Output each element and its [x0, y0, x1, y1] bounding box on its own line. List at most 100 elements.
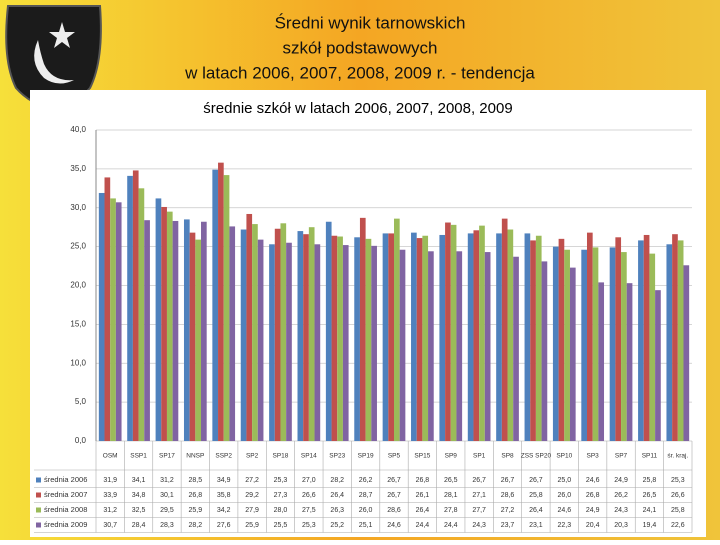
bar	[365, 238, 372, 441]
x-tick-label: SP7	[615, 453, 628, 460]
table-cell: 20,4	[586, 522, 600, 529]
bar	[382, 233, 389, 441]
legend-label: średnia 2008	[44, 505, 87, 514]
x-tick-label: SP9	[445, 453, 458, 460]
bar	[484, 252, 491, 441]
bar	[683, 265, 690, 441]
table-cell: 25,9	[245, 522, 259, 529]
y-tick-label: 30,0	[70, 203, 86, 212]
chart-title: średnie szkół w latach 2006, 2007, 2008,…	[203, 100, 512, 117]
bar	[354, 237, 360, 441]
bar	[677, 240, 684, 441]
x-tick-label: NNSP	[186, 453, 204, 460]
y-tick-label: 5,0	[75, 397, 87, 406]
table-cell: 25,3	[671, 477, 685, 484]
x-tick-label: SP1	[473, 453, 486, 460]
bar	[615, 237, 622, 441]
legend-swatch	[36, 507, 41, 513]
table-cell: 26,7	[387, 477, 401, 484]
table-cell: 26,5	[643, 492, 657, 499]
bar	[246, 213, 253, 441]
bar	[359, 217, 366, 441]
table-cell: 26,4	[416, 507, 430, 514]
table-cell: 25,0	[557, 477, 571, 484]
table-cell: 19,4	[643, 522, 657, 529]
x-tick-label: SP14	[301, 453, 317, 460]
table-cell: 27,0	[302, 477, 316, 484]
bar	[342, 245, 349, 441]
table-cell: 24,9	[586, 507, 600, 514]
bar	[524, 233, 531, 441]
table-cell: 28,6	[501, 492, 515, 499]
bar	[552, 246, 559, 441]
table-cell: 26,8	[416, 477, 430, 484]
table-cell: 26,0	[557, 492, 571, 499]
table-cell: 25,2	[330, 522, 344, 529]
table-cell: 24,9	[614, 477, 628, 484]
bar	[104, 177, 111, 442]
table-cell: 25,9	[189, 507, 203, 514]
slide-title: Średni wynik tarnowskich	[275, 13, 466, 32]
table-cell: 34,1	[132, 477, 146, 484]
bar	[399, 249, 406, 441]
bar	[252, 224, 258, 441]
bar	[428, 251, 434, 441]
bar	[672, 234, 678, 441]
bar	[218, 162, 224, 441]
bar	[297, 231, 304, 441]
y-tick-label: 40,0	[70, 125, 86, 134]
table-cell: 26,4	[529, 507, 543, 514]
bar	[269, 244, 275, 441]
table-cell: 24,1	[643, 507, 657, 514]
bar	[325, 221, 332, 441]
table-cell: 33,9	[103, 492, 117, 499]
table-cell: 26,0	[359, 507, 373, 514]
bar	[479, 225, 485, 441]
table-cell: 24,4	[416, 522, 430, 529]
table-cell: 28,6	[387, 507, 401, 514]
bar	[166, 211, 173, 441]
bar	[592, 247, 599, 441]
bar	[115, 202, 122, 441]
table-cell: 28,7	[359, 492, 373, 499]
bar	[195, 239, 202, 441]
bar	[439, 234, 446, 441]
bar	[127, 175, 133, 441]
table-cell: 23,7	[501, 522, 515, 529]
table-cell: 28,2	[189, 522, 203, 529]
table-cell: 27,2	[245, 477, 259, 484]
table-cell: 26,7	[472, 477, 486, 484]
bar	[144, 220, 150, 441]
table-cell: 26,7	[501, 477, 515, 484]
x-tick-label: SP5	[388, 453, 401, 460]
bar	[308, 227, 315, 441]
bar	[473, 230, 480, 441]
bar	[530, 240, 536, 441]
legend-swatch	[36, 492, 41, 498]
table-cell: 26,1	[416, 492, 430, 499]
table-cell: 26,7	[387, 492, 401, 499]
table-cell: 26,2	[614, 492, 628, 499]
bar	[394, 218, 400, 441]
table-cell: 30,7	[103, 522, 117, 529]
bar	[581, 249, 587, 441]
bar	[467, 233, 474, 441]
bar	[240, 229, 247, 441]
bar	[507, 229, 514, 441]
table-cell: 27,6	[217, 522, 231, 529]
x-tick-label: SP3	[587, 453, 600, 460]
bar	[161, 206, 167, 441]
x-tick-label: SP17	[159, 453, 175, 460]
table-cell: 34,2	[217, 507, 231, 514]
bar	[201, 221, 207, 441]
bar	[280, 223, 287, 441]
table-cell: 26,2	[359, 477, 373, 484]
bar	[132, 170, 139, 441]
bar	[138, 188, 145, 441]
bar	[655, 290, 661, 441]
x-tick-label: SP19	[358, 453, 374, 460]
bar	[212, 169, 219, 441]
table-cell: 31,2	[160, 477, 174, 484]
table-cell: 28,1	[444, 492, 458, 499]
